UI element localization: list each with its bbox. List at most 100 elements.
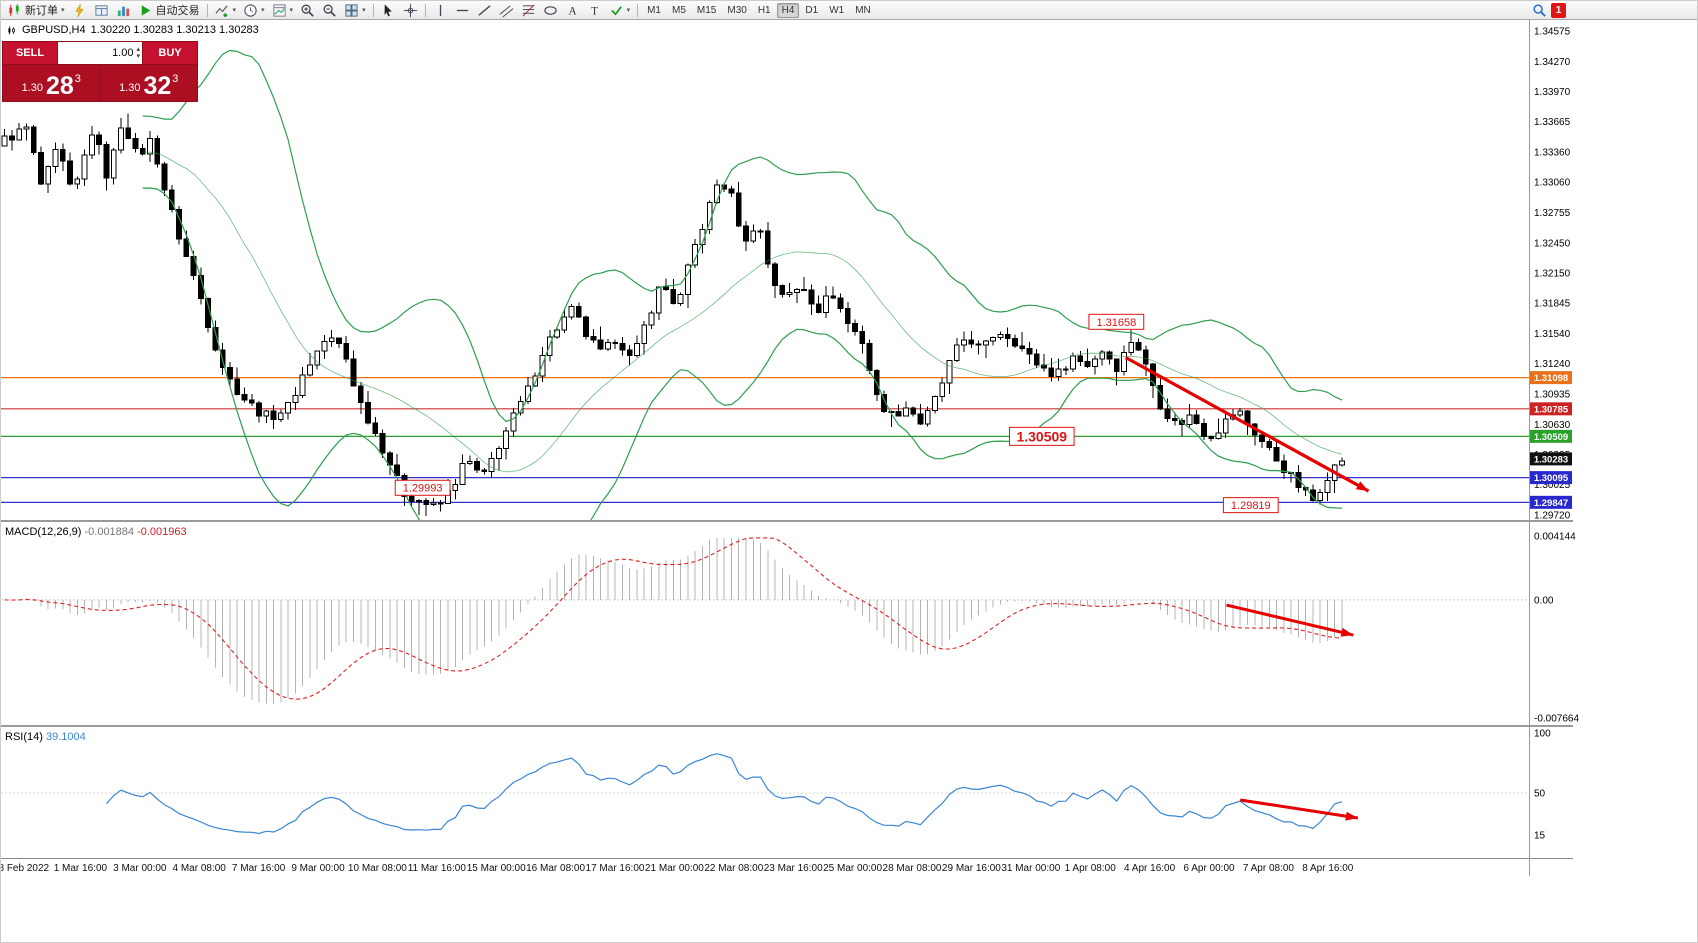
sell-button[interactable]: 1.30 28 3 [3, 65, 100, 101]
price-axis-divider [1529, 20, 1530, 876]
timeframe-h1[interactable]: H1 [757, 4, 771, 16]
add-indicator-icon [214, 3, 230, 18]
svg-text:1.30785: 1.30785 [1534, 404, 1569, 415]
symbol-title: GBPUSD,H4 [22, 24, 86, 36]
chevron-down-icon: ▾ [362, 7, 366, 14]
timeframe-m1[interactable]: M1 [647, 4, 661, 16]
buy-price-prefix: 1.30 [119, 82, 141, 94]
buy-header-button[interactable]: BUY [143, 42, 197, 64]
search-button[interactable] [1529, 2, 1550, 19]
arrow-marker-icon [609, 3, 624, 18]
svg-text:1.29993: 1.29993 [403, 483, 443, 495]
time-axis-label: 23 Mar 16:00 [763, 863, 823, 874]
panel-separator[interactable] [1, 520, 1573, 522]
time-axis-label: 31 Mar 00:00 [1001, 863, 1061, 874]
zoom-in-icon [300, 3, 315, 18]
rsi-panel[interactable]: 100 50 15 [1, 727, 1698, 858]
time-axis-label: 9 Mar 00:00 [291, 863, 345, 874]
timeframe-w1[interactable]: W1 [829, 4, 845, 16]
vertical-line-button[interactable] [430, 2, 451, 19]
ellipse-icon [543, 3, 558, 18]
crosshair-button[interactable] [400, 2, 421, 19]
svg-text:1.34270: 1.34270 [1534, 57, 1571, 68]
text-button[interactable]: A [562, 2, 583, 19]
volume-input[interactable] [75, 47, 134, 59]
volume-spinner: ▴ ▾ [136, 46, 140, 60]
timeframe-m5[interactable]: M5 [672, 4, 686, 16]
auto-trading-button[interactable]: 自动交易 [135, 2, 203, 19]
time-axis-label: 1 Apr 08:00 [1064, 863, 1116, 874]
macd-panel[interactable]: 0.004144 0.00 -0.007664 [1, 522, 1698, 725]
candlesticks [1, 113, 1345, 516]
svg-text:1.33970: 1.33970 [1534, 87, 1571, 98]
fibonacci-button[interactable] [518, 2, 539, 19]
timeframe-h4[interactable]: H4 [776, 2, 800, 18]
shapes-button[interactable] [540, 2, 561, 19]
templates-button[interactable]: ▾ [269, 2, 297, 19]
bar-chart-icon [116, 3, 131, 18]
zoom-in-button[interactable] [297, 2, 318, 19]
bollinger-middle [142, 151, 1343, 473]
timeframe-m30[interactable]: M30 [727, 4, 747, 16]
rsi-label-name: RSI(14) [5, 731, 43, 743]
cursor-arrow-icon [381, 3, 396, 18]
data-window-button[interactable] [113, 2, 134, 19]
timeframe-d1[interactable]: D1 [805, 4, 819, 16]
price-annotations[interactable]: 1.31658 1.30509 1.29993 1.29819 [394, 313, 1279, 514]
svg-text:1.31540: 1.31540 [1534, 329, 1571, 340]
channel-icon [499, 3, 514, 18]
svg-text:1.31098: 1.31098 [1534, 373, 1568, 384]
svg-text:0.004144: 0.004144 [1534, 532, 1576, 543]
symbol-ohlc: 1.30220 1.30283 1.30213 1.30283 [90, 24, 259, 36]
channel-button[interactable] [496, 2, 517, 19]
chevron-down-icon: ▾ [232, 7, 237, 14]
label-button[interactable]: T [584, 2, 605, 19]
fibonacci-icon [521, 3, 536, 18]
market-watch-button[interactable] [91, 2, 112, 19]
volume-up-icon[interactable]: ▴ [136, 46, 140, 53]
buy-button[interactable]: 1.30 32 3 [100, 65, 197, 101]
zoom-out-button[interactable] [319, 2, 340, 19]
timeframe-mn[interactable]: MN [855, 4, 871, 16]
macd-histogram [11, 537, 1343, 705]
panel-separator[interactable] [1, 725, 1573, 727]
lightning-icon [72, 3, 87, 18]
new-order-button[interactable]: 新订单 ▾ [4, 2, 68, 19]
svg-text:1.31658: 1.31658 [1096, 317, 1136, 329]
svg-text:1.32450: 1.32450 [1534, 238, 1571, 249]
arrows-button[interactable]: ▾ [606, 2, 634, 19]
notification-badge[interactable]: 1 [1551, 2, 1566, 18]
time-axis-label: 28 Mar 08:00 [882, 863, 942, 874]
cursor-button[interactable] [378, 2, 399, 19]
svg-text:1.31240: 1.31240 [1534, 359, 1571, 370]
svg-text:A: A [568, 5, 577, 17]
bollinger-upper [142, 49, 1343, 423]
svg-text:T: T [591, 5, 598, 17]
periods-button[interactable]: ▾ [240, 2, 268, 19]
macd-axis-ticks: 0.004144 0.00 -0.007664 [1534, 532, 1579, 725]
svg-text:1.30509: 1.30509 [1534, 432, 1568, 443]
chevron-down-icon: ▾ [626, 7, 631, 14]
horizontal-lines[interactable] [1, 377, 1529, 503]
trendline-button[interactable] [474, 2, 495, 19]
volume-down-icon[interactable]: ▾ [136, 53, 140, 60]
svg-text:1.31845: 1.31845 [1534, 299, 1571, 310]
macd-signal-line [4, 537, 1343, 700]
chart-window[interactable]: 1.34575 1.34270 1.33970 1.33665 1.33360 1.330… [1, 20, 1698, 942]
indicators-button[interactable]: ▾ [212, 2, 240, 19]
play-icon [138, 3, 153, 18]
horizontal-line-button[interactable] [452, 2, 473, 19]
sell-header-button[interactable]: SELL [3, 42, 57, 64]
tile-windows-button[interactable]: ▾ [341, 2, 369, 19]
price-chart[interactable]: 1.34575 1.34270 1.33970 1.33665 1.33360 1.330… [1, 20, 1698, 520]
new-order-icon [7, 3, 22, 18]
chevron-down-icon: ▾ [289, 7, 294, 14]
volume-stepper[interactable]: ▴ ▾ [58, 42, 142, 64]
svg-text:0.00: 0.00 [1534, 595, 1554, 606]
toolbar-separator [372, 3, 374, 17]
quick-trade-button[interactable] [69, 2, 90, 19]
timeframe-m15[interactable]: M15 [696, 4, 717, 16]
